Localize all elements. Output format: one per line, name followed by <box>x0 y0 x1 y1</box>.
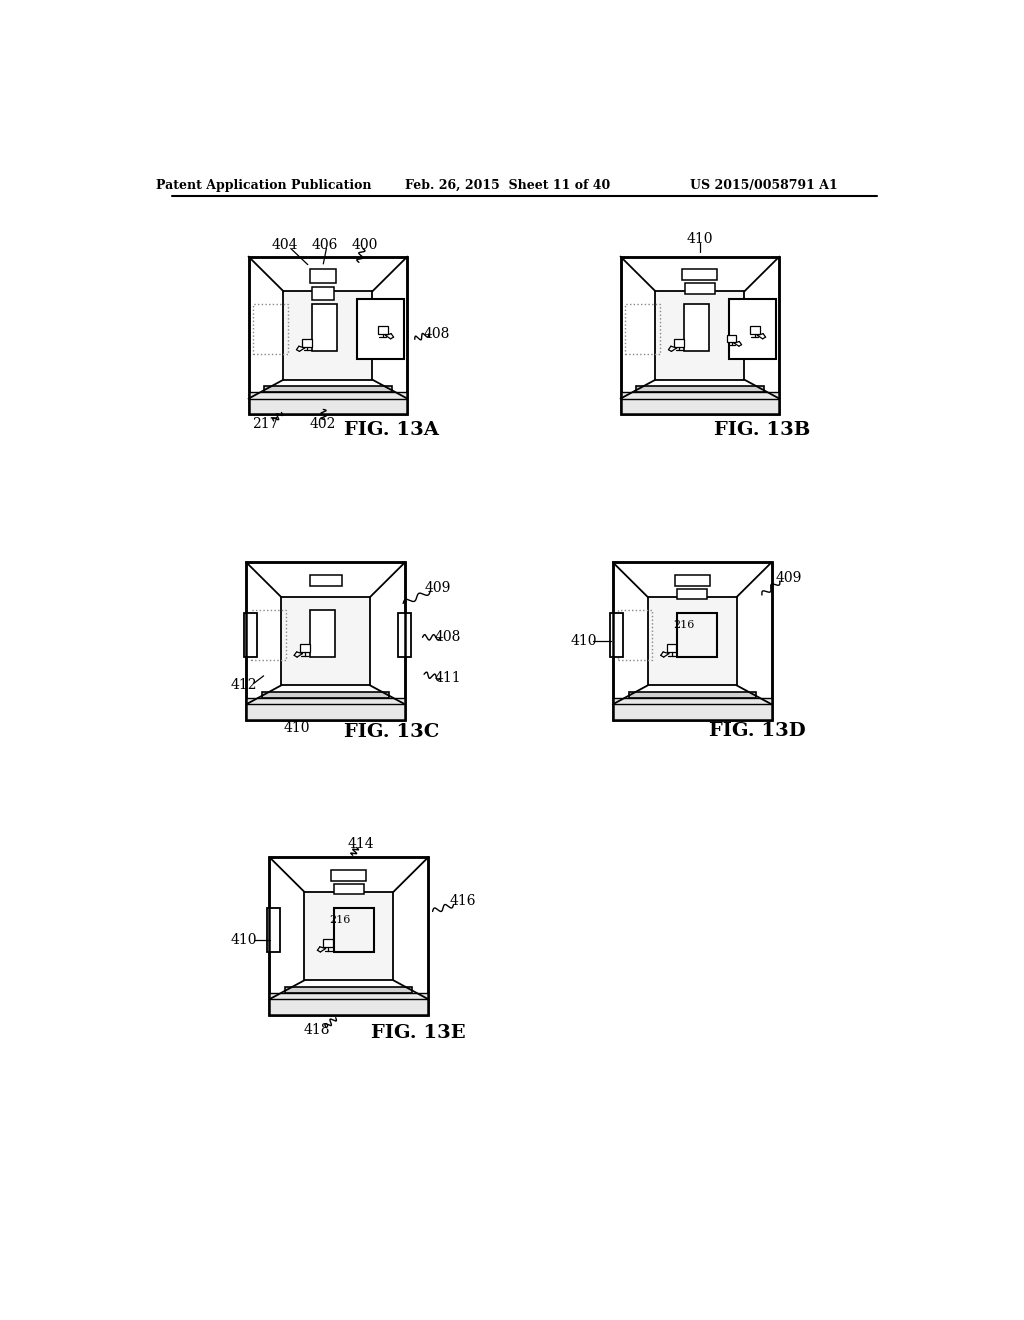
Bar <box>269 857 428 1015</box>
Bar <box>246 562 406 721</box>
Polygon shape <box>249 392 408 414</box>
Bar <box>621 256 779 414</box>
Bar <box>617 610 652 660</box>
Bar <box>727 335 736 342</box>
Text: Feb. 26, 2015  Sheet 11 of 40: Feb. 26, 2015 Sheet 11 of 40 <box>406 178 610 191</box>
Bar <box>309 576 342 586</box>
Bar <box>682 269 718 280</box>
Bar <box>300 644 310 652</box>
Text: 410: 410 <box>687 232 713 247</box>
Bar <box>286 986 413 993</box>
Bar <box>612 562 772 721</box>
Bar <box>282 597 370 685</box>
Bar <box>253 304 288 355</box>
Bar <box>332 870 367 880</box>
Text: FIG. 13C: FIG. 13C <box>344 723 439 741</box>
Bar <box>284 292 373 380</box>
Bar <box>636 385 764 392</box>
Bar <box>334 908 374 952</box>
Bar <box>264 385 391 392</box>
Text: 409: 409 <box>775 572 802 585</box>
Bar <box>398 612 412 657</box>
Text: 216: 216 <box>673 620 694 630</box>
Text: 408: 408 <box>435 631 461 644</box>
Bar <box>334 884 364 894</box>
Text: 418: 418 <box>303 1023 330 1038</box>
Bar <box>269 857 428 1015</box>
Bar <box>249 256 408 414</box>
Bar <box>356 300 404 359</box>
Bar <box>621 256 779 414</box>
Text: 400: 400 <box>351 238 378 252</box>
Text: Patent Application Publication: Patent Application Publication <box>156 178 372 191</box>
Text: FIG. 13E: FIG. 13E <box>371 1024 465 1041</box>
Bar <box>324 940 333 948</box>
Bar <box>626 304 660 355</box>
Bar <box>655 292 744 380</box>
Text: 410: 410 <box>284 721 310 735</box>
Bar <box>750 326 760 334</box>
Text: 408: 408 <box>423 327 450 341</box>
Polygon shape <box>621 392 779 414</box>
Text: FIG. 13D: FIG. 13D <box>709 722 806 739</box>
Bar <box>262 692 389 698</box>
Bar <box>612 562 772 721</box>
Bar <box>249 256 408 414</box>
Bar <box>312 288 334 300</box>
Bar <box>304 892 393 981</box>
Text: 416: 416 <box>450 895 476 908</box>
Polygon shape <box>612 698 772 721</box>
Bar <box>267 908 280 952</box>
Text: FIG. 13A: FIG. 13A <box>344 421 439 440</box>
Bar <box>675 339 684 347</box>
Bar <box>629 692 756 698</box>
Text: 217: 217 <box>252 417 279 432</box>
Text: 414: 414 <box>347 837 374 850</box>
Text: 404: 404 <box>271 238 298 252</box>
Bar <box>251 610 286 660</box>
Text: US 2015/0058791 A1: US 2015/0058791 A1 <box>689 178 838 191</box>
Polygon shape <box>269 993 428 1015</box>
Text: 410: 410 <box>570 634 597 648</box>
Polygon shape <box>246 698 406 721</box>
Text: 402: 402 <box>309 417 336 432</box>
Text: 409: 409 <box>425 581 452 595</box>
Bar <box>667 644 677 652</box>
Bar <box>728 300 776 359</box>
Bar <box>610 612 624 657</box>
Bar <box>244 612 257 657</box>
Bar <box>302 339 312 347</box>
Text: 412: 412 <box>231 678 257 692</box>
Bar <box>309 610 335 657</box>
Bar <box>677 612 717 657</box>
Bar <box>685 284 715 293</box>
Bar <box>310 269 336 284</box>
Bar <box>312 304 338 351</box>
Text: 411: 411 <box>435 671 462 685</box>
Text: 406: 406 <box>311 238 338 252</box>
Bar <box>648 597 736 685</box>
Text: FIG. 13B: FIG. 13B <box>714 421 810 440</box>
Text: 410: 410 <box>231 933 257 946</box>
Bar <box>246 562 406 721</box>
Text: 216: 216 <box>330 915 351 925</box>
Bar <box>378 326 387 334</box>
Bar <box>677 589 708 599</box>
Bar <box>684 304 710 351</box>
Bar <box>675 576 710 586</box>
